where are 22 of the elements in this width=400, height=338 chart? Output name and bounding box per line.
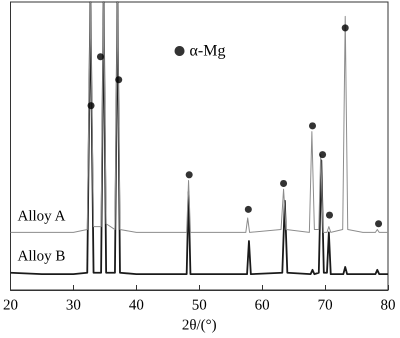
x-tick-label: 70 [318, 298, 333, 314]
x-axis-title: 2θ/(°) [182, 317, 217, 334]
point [186, 171, 193, 178]
point [309, 122, 316, 130]
point [280, 180, 288, 187]
point [96, 53, 104, 60]
point [342, 24, 349, 32]
x-tick-label: 50 [192, 298, 207, 314]
x-tick-label: 40 [128, 298, 144, 314]
point [326, 212, 333, 219]
point [244, 206, 252, 213]
point [88, 102, 95, 110]
point [115, 76, 122, 84]
series-label: Alloy B [18, 248, 66, 265]
point [375, 220, 382, 228]
x-tick-label: 20 [3, 298, 18, 314]
legend-label: α-Mg [190, 42, 226, 60]
series-label: Alloy A [18, 208, 66, 224]
point [319, 151, 326, 158]
x-tick-label: 30 [66, 298, 81, 314]
x-tick-label: 60 [254, 298, 270, 314]
x-tick-label: 80 [380, 298, 396, 314]
